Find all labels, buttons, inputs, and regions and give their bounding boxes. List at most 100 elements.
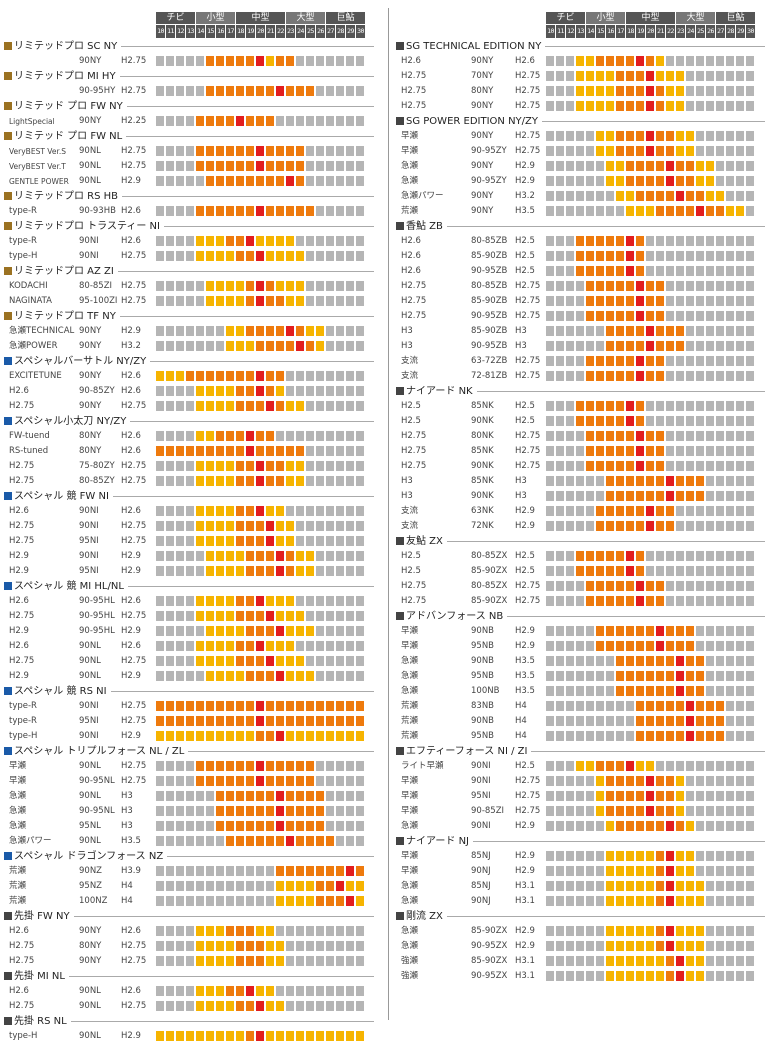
size-cell [656,896,664,906]
size-cell [356,596,364,606]
size-cell [346,461,354,471]
size-cell [736,926,744,936]
spec-hardness: H2.6 [515,56,535,66]
spec-length: 90NY [471,206,494,216]
size-cell [166,386,174,396]
size-cell [336,731,344,741]
size-cell [316,836,324,846]
size-cell [686,551,694,561]
spec-type: NAGINATA [9,296,52,306]
size-cell [246,836,254,846]
size-cell [316,386,324,396]
size-cell [626,206,634,216]
size-cell [166,476,174,486]
size-cell [196,1031,204,1041]
size-cell [256,986,264,996]
size-cell [336,251,344,261]
size-cell [216,161,224,171]
size-cell [726,161,734,171]
size-cell [336,461,344,471]
size-cell [226,56,234,66]
size-cell [706,416,714,426]
size-cell [246,236,254,246]
size-cell [716,131,724,141]
size-cell [326,836,334,846]
size-number: 27 [716,25,725,38]
size-cell [656,206,664,216]
spec-type: H2.6 [9,641,29,651]
size-cell [226,596,234,606]
size-cell [716,101,724,111]
size-cell [736,191,744,201]
size-cell [736,266,744,276]
size-cell [166,956,174,966]
size-cell [316,566,324,576]
size-cell [266,941,274,951]
size-cell [296,86,304,96]
size-cell [666,716,674,726]
size-cell [586,281,594,291]
size-cell [746,161,754,171]
size-cell [566,731,574,741]
spec-row: 荒瀬 90NY H3.5 [395,204,765,219]
size-cell [656,86,664,96]
size-cell [666,71,674,81]
size-cell [296,431,304,441]
size-cell [326,776,334,786]
spec-length: 90NL [79,656,101,666]
size-cell [276,146,284,156]
size-cell [556,596,564,606]
size-cell [616,446,624,456]
size-cell [306,281,314,291]
spec-row: H2.6 90NY H2.6 [395,54,765,69]
size-cell [706,101,714,111]
size-cell [566,656,574,666]
size-cell [276,236,284,246]
size-cell [666,551,674,561]
size-cell [346,656,354,666]
spec-row: H2.9 90NI H2.9 [3,549,374,564]
spec-length: 90NL [79,986,101,996]
size-cell [716,686,724,696]
size-cell [346,821,354,831]
size-cell [316,941,324,951]
spec-length: 90-95HL [79,626,115,636]
size-cell [196,716,204,726]
size-number: 20 [256,25,265,38]
size-cell [636,341,644,351]
spec-hardness: H2.6 [121,926,141,936]
size-cell [606,311,614,321]
spec-row: H2.6 85-90ZB H2.5 [395,249,765,264]
size-cell [726,446,734,456]
size-cell [206,551,214,561]
size-cell [356,956,364,966]
size-cell [156,251,164,261]
spec-length: 90NY [471,131,494,141]
size-cell [356,506,364,516]
size-cell [646,161,654,171]
size-cell [616,86,624,96]
size-cell [616,581,624,591]
size-cell [306,176,314,186]
size-cell [226,716,234,726]
spec-hardness: H4 [515,716,527,726]
spec-row: 早瀬 90NB H2.9 [395,624,765,639]
spec-length: 90NB [471,656,495,666]
size-cell [616,296,624,306]
size-cell [556,56,564,66]
size-cell [586,296,594,306]
size-cell [546,146,554,156]
size-cell [206,881,214,891]
size-cell [226,866,234,876]
size-cell [196,56,204,66]
size-cell [236,86,244,96]
size-cell [356,371,364,381]
size-cell [176,521,184,531]
size-cell [166,461,174,471]
size-cell [726,416,734,426]
spec-length: 90NY [471,56,494,66]
size-cell [556,236,564,246]
size-cell [556,671,564,681]
size-cell [726,671,734,681]
size-cell [186,431,194,441]
